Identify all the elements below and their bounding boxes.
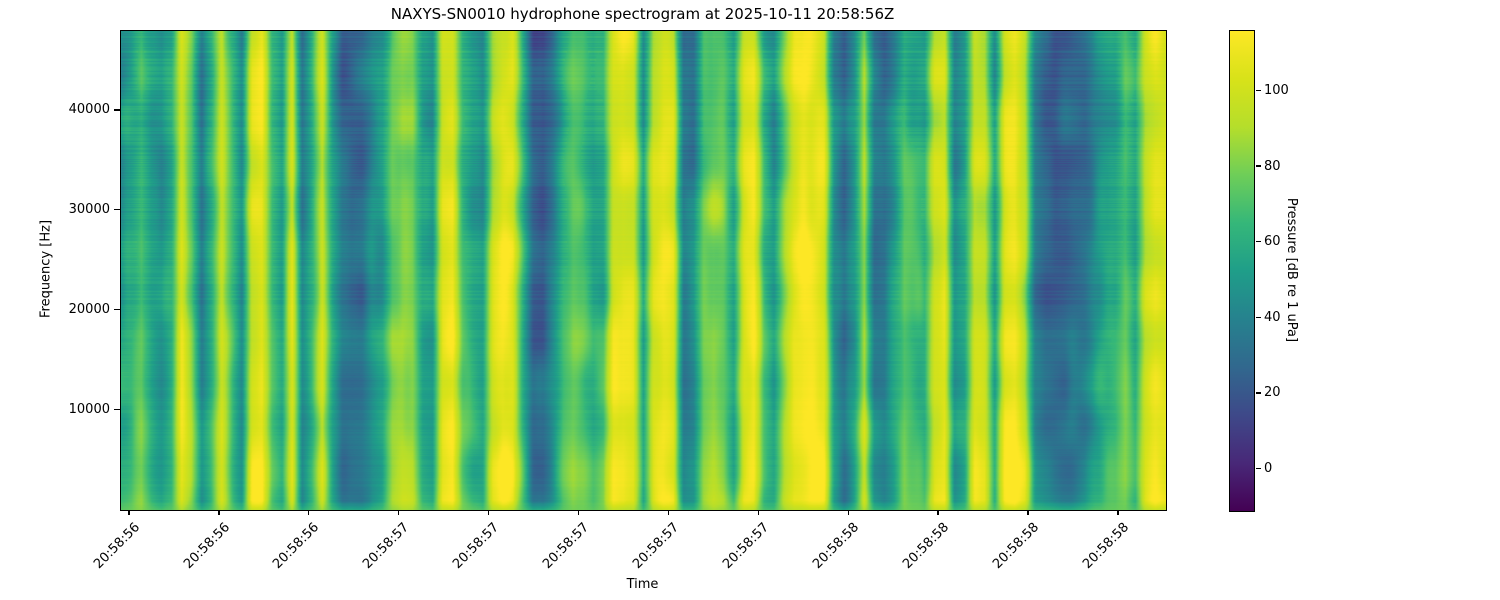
- spectrogram-heatmap: [121, 31, 1166, 510]
- colorbar-tick-mark: [1255, 316, 1261, 318]
- y-tick-label: 20000: [68, 301, 110, 317]
- x-tick-label: 20:58:56: [180, 520, 233, 572]
- colorbar-label: Pressure [dB re 1 uPa]: [1284, 197, 1299, 343]
- colorbar-tick-label: 60: [1264, 234, 1281, 250]
- x-tick-mark: [1117, 510, 1119, 516]
- x-tick-label: 20:58:56: [270, 520, 323, 572]
- y-tick-mark: [114, 308, 120, 311]
- chart-title: NAXYS-SN0010 hydrophone spectrogram at 2…: [390, 5, 895, 23]
- x-tick-label: 20:58:58: [809, 520, 862, 572]
- x-tick-label: 20:58:57: [360, 520, 413, 572]
- y-tick-mark: [114, 109, 120, 111]
- x-tick-mark: [757, 510, 759, 516]
- x-tick-mark: [218, 510, 220, 516]
- x-tick-mark: [308, 510, 310, 516]
- colorbar-tick-mark: [1255, 392, 1261, 394]
- colorbar-tick-mark: [1255, 165, 1261, 167]
- colorbar-tick-label: 80: [1264, 158, 1281, 174]
- x-tick-label: 20:58:57: [720, 520, 772, 572]
- colorbar-tick-label: 100: [1264, 82, 1289, 98]
- x-tick-mark: [398, 510, 400, 516]
- plot-area: [120, 30, 1167, 511]
- colorbar-tick-mark: [1255, 240, 1261, 243]
- x-tick-label: 20:58:57: [630, 520, 683, 572]
- x-tick-label: 20:58:57: [450, 520, 503, 572]
- colorbar-tick-mark: [1255, 467, 1261, 470]
- y-tick-mark: [114, 408, 120, 410]
- y-tick-mark: [114, 208, 120, 211]
- x-tick-mark: [847, 510, 849, 516]
- x-tick-label: 20:58:58: [989, 520, 1042, 572]
- x-tick-mark: [128, 510, 130, 516]
- x-tick-label: 20:58:57: [540, 520, 593, 572]
- y-tick-label: 10000: [68, 401, 110, 417]
- colorbar-tick-label: 0: [1264, 460, 1273, 476]
- colorbar-gradient: [1230, 31, 1254, 511]
- x-tick-mark: [487, 510, 490, 516]
- x-tick-mark: [577, 510, 580, 516]
- x-axis-label: Time: [626, 577, 659, 592]
- x-tick-mark: [1027, 510, 1029, 516]
- x-tick-label: 20:58:56: [90, 520, 143, 572]
- x-tick-mark: [667, 510, 670, 516]
- colorbar-tick-label: 20: [1264, 385, 1281, 401]
- y-tick-label: 40000: [68, 102, 110, 118]
- x-tick-mark: [937, 510, 939, 516]
- y-tick-label: 30000: [68, 202, 110, 218]
- x-tick-label: 20:58:58: [1079, 520, 1132, 572]
- colorbar: [1229, 30, 1255, 512]
- colorbar-tick-label: 40: [1264, 309, 1281, 325]
- x-tick-label: 20:58:58: [899, 520, 952, 572]
- colorbar-tick-mark: [1255, 89, 1261, 92]
